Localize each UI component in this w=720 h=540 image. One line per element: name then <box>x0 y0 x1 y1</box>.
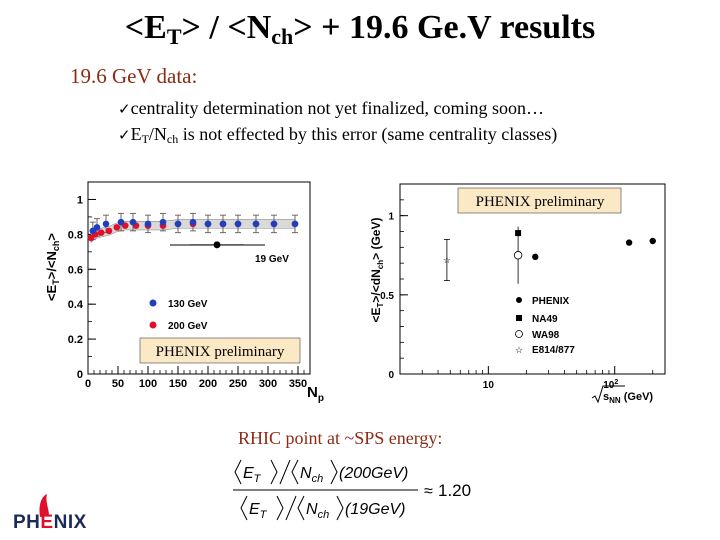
point-130gev <box>117 218 125 226</box>
legend-130gev-marker <box>149 299 157 307</box>
checkmark-icon: ✓ <box>118 100 131 118</box>
point-130gev <box>291 220 299 228</box>
rhic-note: RHIC point at ~SPS energy: <box>238 428 443 448</box>
left-y-tick-label: 0 <box>77 369 83 381</box>
legend-phenix-marker <box>516 297 522 303</box>
point-130gev <box>204 220 212 228</box>
phenix-logo: PHENIX <box>6 492 116 538</box>
checkmark-icon: ✓ <box>118 126 131 144</box>
point-phenix <box>649 237 656 245</box>
right-plot-frame <box>399 183 666 375</box>
left-x-tick-label: 200 <box>199 378 217 390</box>
left-x-tick-label: 100 <box>139 378 157 390</box>
legend-phenix-label: PHENIX <box>532 296 570 307</box>
legend-200gev-label: 200 GeV <box>168 321 208 332</box>
right-watermark: PHENIX preliminary <box>476 194 605 210</box>
right-y-tick-label: 0 <box>388 370 394 381</box>
right-y-tick-label: 0.5 <box>380 291 394 302</box>
point-200gev <box>113 224 121 231</box>
legend-wa98-marker <box>515 330 523 338</box>
point-e814: ☆ <box>443 255 451 265</box>
right-x-tick-label: 10 <box>483 380 495 391</box>
point-130gev <box>144 220 152 228</box>
svg-text:ET: ET <box>243 465 262 485</box>
left-watermark: PHENIX preliminary <box>156 344 285 360</box>
bullet-et-nch: ✓ET/Nch is not effected by this error (s… <box>118 124 558 146</box>
point-200gev <box>105 227 113 235</box>
legend-130gev-label: 130 GeV <box>168 299 208 310</box>
svg-text:sNN (GeV): sNN (GeV) <box>603 391 653 405</box>
left-x-axis-label: Np <box>307 384 324 404</box>
point-200gev <box>97 229 105 236</box>
left-x-tick-label: 150 <box>169 378 187 390</box>
right-y-tick-label: 1 <box>388 212 394 223</box>
right-y-axis-label: <ET>/<dNch> (GeV) <box>369 218 385 323</box>
left-y-tick-label: 0.2 <box>68 334 83 346</box>
point-phenix <box>625 239 633 246</box>
left-watermark-box <box>139 337 301 364</box>
right-x-axis-label: sNN (GeV) <box>591 385 653 405</box>
left-x-tick-label: 250 <box>229 378 247 390</box>
right-plot: 0 0.5 1 10 102 ☆ <ET>/<dNch> (GeV) sNN (GeV)… <box>369 183 666 405</box>
left-y-axis-label: <ET>/<Nch> <box>44 233 61 301</box>
phenix-logo-swoosh <box>39 494 49 517</box>
left-y-tick-label: 1 <box>77 194 83 206</box>
left-x-tick-label: 300 <box>259 378 277 390</box>
point-130gev <box>159 218 167 226</box>
point-130gev <box>93 224 101 231</box>
left-y-tick-label: 0.6 <box>68 264 83 276</box>
svg-text:(19GeV): (19GeV) <box>345 501 405 518</box>
subtitle: 19.6 GeV data: <box>70 64 198 88</box>
point-130gev <box>252 220 260 228</box>
svg-text:1.20: 1.20 <box>438 481 471 500</box>
left-x-tick-label: 350 <box>289 378 307 390</box>
point-130gev <box>234 220 242 228</box>
legend-e814-label: E814/877 <box>532 345 575 356</box>
svg-text:(200GeV): (200GeV) <box>339 465 408 482</box>
point-130gev <box>129 218 137 226</box>
left-y-tick-label: 0.8 <box>68 229 83 241</box>
left-plot: 0 0.2 0.4 0.6 0.8 1 0 50 100 150 200 250 300 350 <ET>… <box>44 181 324 404</box>
point-wa98 <box>513 251 523 260</box>
right-x-tick-label: 102 <box>603 379 618 391</box>
point-130gev <box>270 220 278 228</box>
legend-19gev-label: 19 GeV <box>255 254 289 265</box>
bullet-centrality: ✓centrality determination not yet finali… <box>118 98 544 118</box>
point-130gev <box>189 218 197 226</box>
left-x-tick-label: 0 <box>85 378 91 390</box>
svg-text:ET: ET <box>249 501 268 521</box>
left-y-tick-label: 0.4 <box>68 299 84 311</box>
left-x-tick-label: 50 <box>112 378 124 390</box>
point-phenix <box>532 253 539 261</box>
point-130gev <box>219 220 227 228</box>
ratio-formula: ET Nch (200GeV) ET Nch (19GeV) ≈ 1.20 <box>233 459 471 521</box>
svg-text:≈: ≈ <box>424 483 433 500</box>
right-watermark-box <box>457 187 622 214</box>
legend-200gev-marker <box>149 321 157 329</box>
svg-text:Nch: Nch <box>306 501 329 521</box>
legend-na49-marker <box>516 315 522 321</box>
svg-text:Nch: Nch <box>300 465 323 485</box>
legend-wa98-label: WA98 <box>532 330 560 341</box>
slide-title: <ET> / <Nch> + 19.6 Ge.V results <box>124 9 596 49</box>
point-130gev <box>102 220 110 228</box>
legend-na49-label: NA49 <box>532 314 558 325</box>
point-130gev <box>174 220 182 228</box>
legend-e814-marker: ☆ <box>515 345 523 355</box>
